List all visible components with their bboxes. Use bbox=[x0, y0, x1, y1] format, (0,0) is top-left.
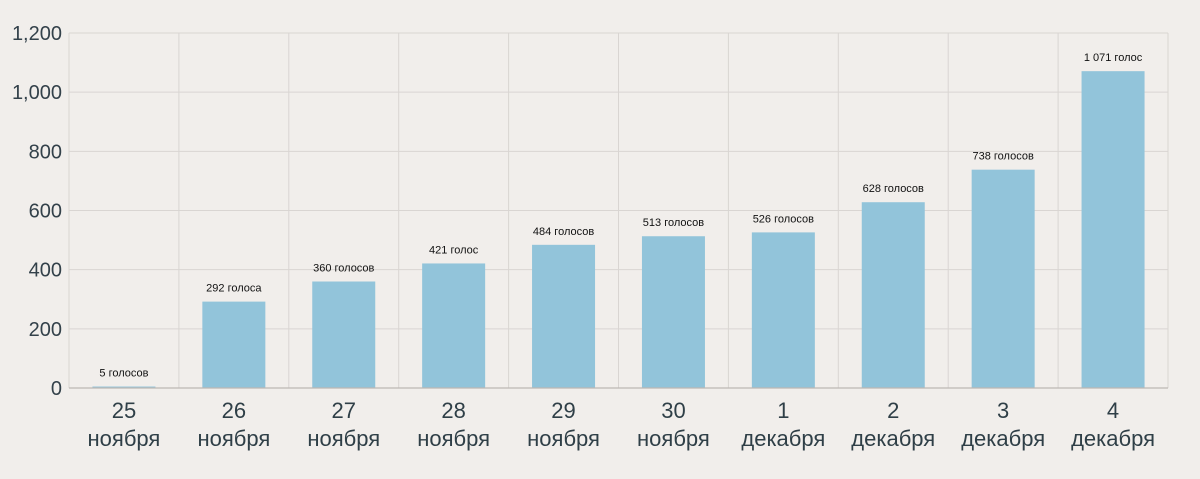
x-tick-label-day: 26 bbox=[222, 398, 246, 423]
y-tick-label: 600 bbox=[29, 201, 62, 223]
x-tick-label-day: 28 bbox=[441, 398, 465, 423]
y-tick-label: 1,200 bbox=[12, 23, 62, 45]
data-label: 628 голосов bbox=[863, 183, 924, 195]
x-tick-label-month: ноября bbox=[88, 426, 161, 451]
x-tick-label-day: 29 bbox=[551, 398, 575, 423]
y-tick-label: 800 bbox=[29, 141, 62, 163]
x-tick-label-day: 27 bbox=[332, 398, 356, 423]
x-tick-label-month: ноября bbox=[197, 426, 270, 451]
y-tick-label: 1,000 bbox=[12, 82, 62, 104]
bar bbox=[532, 244, 596, 388]
x-tick-label-day: 2 bbox=[887, 398, 899, 423]
x-tick-label-month: декабря bbox=[741, 426, 825, 451]
data-label: 360 голосов bbox=[313, 263, 374, 275]
data-label: 292 голоса bbox=[206, 283, 262, 295]
x-tick-label-month: ноября bbox=[417, 426, 490, 451]
x-tick-label-day: 1 bbox=[777, 398, 789, 423]
data-label: 421 голос bbox=[429, 244, 479, 256]
x-tick-label-day: 3 bbox=[997, 398, 1009, 423]
x-tick-label-month: ноября bbox=[527, 426, 600, 451]
data-label: 1 071 голос bbox=[1084, 52, 1143, 64]
x-tick-label-day: 4 bbox=[1107, 398, 1119, 423]
bar bbox=[312, 281, 376, 388]
x-tick-label-month: декабря bbox=[851, 426, 935, 451]
y-tick-label: 200 bbox=[29, 319, 62, 341]
y-tick-label: 0 bbox=[51, 378, 62, 400]
y-tick-label: 400 bbox=[29, 260, 62, 282]
x-tick-label-month: ноября bbox=[307, 426, 380, 451]
bar bbox=[641, 236, 705, 388]
data-label: 738 голосов bbox=[972, 151, 1033, 163]
data-label: 484 голосов bbox=[533, 226, 594, 238]
x-tick-label-month: декабря bbox=[1071, 426, 1155, 451]
bar bbox=[1081, 71, 1145, 388]
bar bbox=[92, 386, 156, 388]
bar bbox=[971, 169, 1035, 388]
bar bbox=[751, 232, 815, 388]
data-label: 526 голосов bbox=[753, 213, 814, 225]
data-label: 513 голосов bbox=[643, 217, 704, 229]
bar bbox=[422, 263, 486, 388]
bar bbox=[861, 202, 925, 388]
x-tick-label-day: 30 bbox=[661, 398, 685, 423]
data-label: 5 голосов bbox=[99, 368, 148, 380]
x-tick-label-month: декабря bbox=[961, 426, 1045, 451]
x-tick-label-day: 25 bbox=[112, 398, 136, 423]
x-tick-label-month: ноября bbox=[637, 426, 710, 451]
bar bbox=[202, 301, 266, 388]
